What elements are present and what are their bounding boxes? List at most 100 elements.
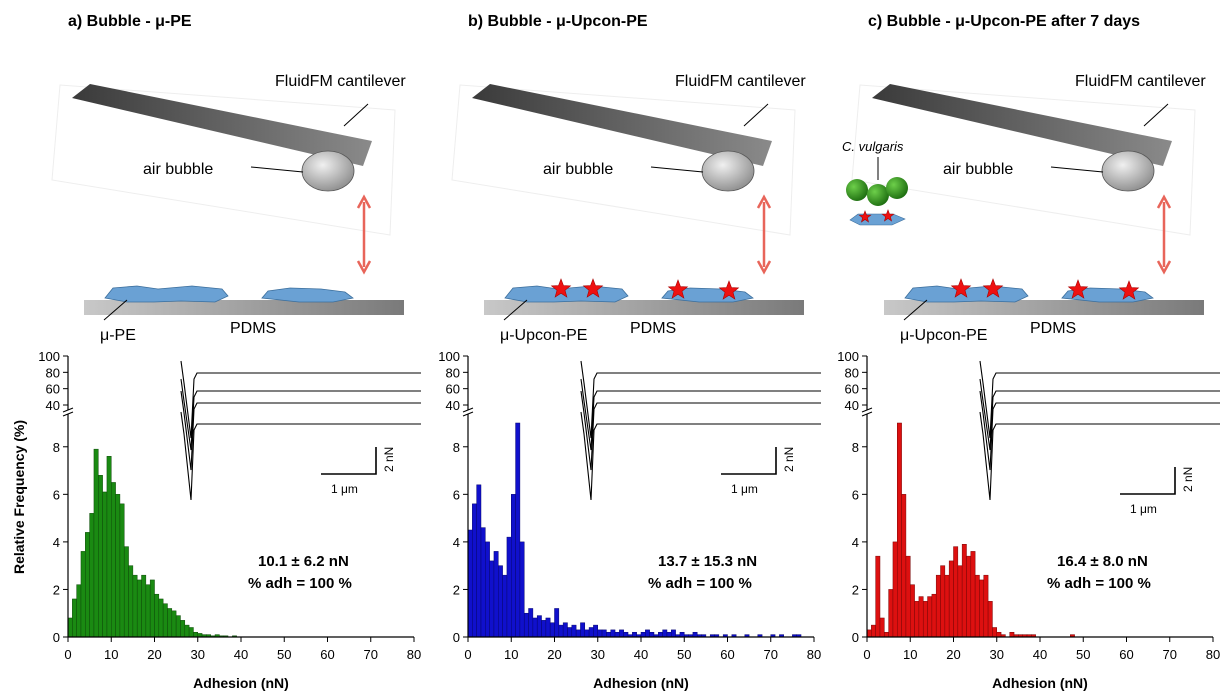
histogram-bar	[123, 546, 129, 638]
histogram-bar	[119, 503, 125, 638]
cantilever-label: FluidFM cantilever	[675, 73, 806, 90]
upconversion-star-icon	[718, 280, 740, 300]
histogram-bar	[948, 560, 954, 638]
histogram-bar	[671, 629, 676, 638]
y-tick-label: 6	[852, 487, 859, 502]
histogram-bar	[987, 601, 993, 638]
histogram-bar	[72, 598, 77, 638]
adhesion-percent-text: % adh = 100 %	[648, 575, 752, 592]
x-tick-label: 30	[191, 647, 205, 662]
histogram-bar	[593, 624, 598, 638]
histogram-bar	[115, 494, 121, 638]
y-tick-label: 0	[453, 630, 460, 645]
histogram-bar	[914, 601, 920, 638]
adhesion-percent-text: % adh = 100 %	[248, 575, 352, 592]
histogram-bar	[957, 565, 963, 638]
histogram-bar	[979, 579, 985, 638]
algae-cell	[846, 179, 868, 201]
histogram-bar	[905, 555, 911, 638]
axis-break-mark	[62, 411, 74, 417]
histogram-bar	[662, 629, 668, 638]
y-tick-label: 4	[53, 535, 60, 550]
x-tick-label: 30	[591, 647, 605, 662]
cantilever-shape	[472, 84, 772, 166]
substrate-label: PDMS	[230, 320, 276, 337]
panel-title: a) Bubble - μ-PE	[68, 13, 192, 30]
approach-arrow-head-down	[756, 260, 772, 275]
histogram-b: 0 10 20 30 40 50 60 70 8002468406080100Adhesion …	[438, 349, 821, 691]
scale-y-label: 2 nN	[382, 447, 396, 472]
upconversion-star-icon	[950, 278, 972, 298]
particle-label: μ-Upcon-PE	[500, 327, 587, 344]
histogram-bar	[645, 629, 650, 638]
y-tick-label: 2	[53, 582, 60, 597]
histogram-bar	[571, 624, 577, 638]
histogram-bar	[884, 631, 889, 638]
y-tick-label: 40	[845, 398, 859, 413]
scale-x-label: 1 μm	[331, 482, 358, 496]
x-axis-label: Adhesion (nN)	[992, 675, 1088, 691]
histogram-bar	[502, 574, 508, 638]
histogram-bar	[472, 503, 477, 638]
force-curve	[979, 390, 1220, 471]
particle-leader-line	[903, 299, 928, 321]
y-tick-label: 80	[845, 365, 859, 380]
histogram-bar	[523, 612, 529, 638]
bubble-leader-line	[1050, 166, 1104, 173]
cantilever-leader-line	[343, 103, 369, 127]
approach-arrow-head-up	[356, 194, 372, 209]
histogram-bar	[692, 631, 698, 638]
upconversion-star-icon	[550, 278, 572, 298]
cantilever-leader-line	[743, 103, 769, 127]
histogram-bar	[927, 596, 933, 638]
bubble-leader-line	[650, 166, 704, 173]
histogram-bar	[162, 603, 168, 638]
histogram-bar	[892, 541, 898, 638]
x-tick-label: 80	[1206, 647, 1220, 662]
histogram-bar	[554, 608, 560, 638]
histogram-bar	[558, 624, 564, 638]
substrate-label: PDMS	[1030, 320, 1076, 337]
x-tick-label: 40	[234, 647, 248, 662]
y-tick-label: 2	[453, 582, 460, 597]
x-tick-label: 70	[1163, 647, 1177, 662]
x-tick-label: 60	[320, 647, 334, 662]
x-tick-label: 60	[1119, 647, 1133, 662]
histogram-bar	[476, 484, 482, 638]
scale-x-label: 1 μm	[731, 482, 758, 496]
histogram-bar	[149, 579, 155, 638]
x-axis-label: Adhesion (nN)	[193, 675, 289, 691]
histogram-bar	[992, 627, 997, 638]
schematic-outline	[851, 84, 1196, 236]
upconversion-star-icon	[667, 279, 689, 299]
axis-break-mark	[62, 407, 74, 413]
y-tick-label: 40	[46, 398, 60, 413]
histogram-bar	[519, 541, 525, 638]
histogram-bar	[584, 629, 590, 638]
histogram-bar	[102, 491, 108, 638]
air-bubble-shape	[301, 150, 355, 192]
approach-arrow-head-up	[756, 194, 772, 209]
y-tick-label: 4	[453, 535, 460, 550]
histogram-bar	[154, 593, 160, 638]
x-tick-label: 60	[720, 647, 734, 662]
histogram-bar	[953, 546, 959, 638]
mean-adhesion-text: 16.4 ± 8.0 nN	[1057, 553, 1148, 570]
upconversion-star-icon	[1118, 280, 1140, 300]
y-tick-label: 80	[446, 365, 460, 380]
histogram-bar	[136, 579, 142, 638]
x-tick-label: 10	[903, 647, 917, 662]
histogram-bar	[623, 631, 629, 638]
histogram-bar	[575, 629, 581, 638]
bubble-leader-line	[250, 166, 304, 173]
y-tick-label: 6	[53, 487, 60, 502]
histogram-bar	[485, 541, 490, 638]
histogram-bar	[679, 631, 685, 638]
y-tick-label: 100	[38, 349, 60, 364]
y-tick-label: 8	[453, 440, 460, 455]
histogram-bar	[640, 631, 646, 638]
x-tick-label: 20	[547, 647, 561, 662]
histogram-bar	[610, 629, 616, 638]
force-curve	[180, 360, 421, 439]
